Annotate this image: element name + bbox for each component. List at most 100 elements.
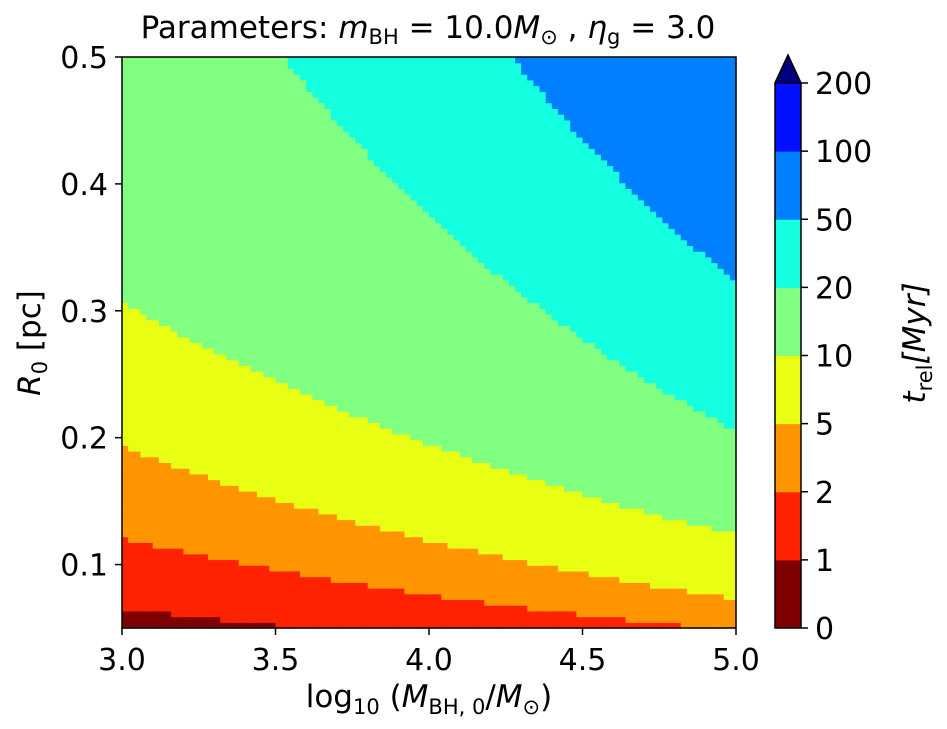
heatmap-cell bbox=[238, 336, 246, 344]
heatmap-cell bbox=[146, 79, 154, 87]
heatmap-cell bbox=[336, 622, 344, 629]
heatmap-cell bbox=[207, 262, 215, 269]
heatmap-cell bbox=[214, 136, 221, 144]
heatmap-cell bbox=[257, 108, 264, 115]
heatmap-cell bbox=[164, 422, 172, 429]
heatmap-cell bbox=[349, 519, 356, 526]
heatmap-cell bbox=[269, 245, 277, 252]
heatmap-cell bbox=[349, 119, 356, 127]
heatmap-cell bbox=[404, 565, 412, 572]
heatmap-cell bbox=[373, 302, 381, 309]
heatmap-cell bbox=[410, 450, 418, 458]
heatmap-cell bbox=[183, 279, 191, 286]
heatmap-cell bbox=[177, 353, 184, 361]
heatmap-cell bbox=[140, 262, 148, 269]
heatmap-cell bbox=[318, 433, 326, 441]
heatmap-cell bbox=[306, 399, 313, 406]
heatmap-cell bbox=[250, 605, 258, 612]
heatmap-cell bbox=[134, 176, 142, 184]
heatmap-cell bbox=[250, 456, 258, 464]
heatmap-cell bbox=[422, 582, 430, 589]
heatmap-cell bbox=[238, 216, 246, 224]
heatmap-cell bbox=[152, 565, 160, 572]
heatmap-cell bbox=[343, 376, 350, 384]
heatmap-cell bbox=[312, 131, 320, 138]
heatmap-cell bbox=[410, 605, 418, 612]
heatmap-cell bbox=[183, 131, 191, 138]
heatmap-cell bbox=[416, 496, 424, 503]
heatmap-cell bbox=[306, 331, 313, 338]
heatmap-cell bbox=[158, 308, 166, 315]
heatmap-cell bbox=[244, 542, 252, 549]
heatmap-cell bbox=[386, 519, 393, 526]
heatmap-cell bbox=[140, 102, 148, 109]
heatmap-cell bbox=[404, 245, 412, 252]
heatmap-cell bbox=[263, 588, 270, 595]
heatmap-cell bbox=[220, 610, 227, 618]
heatmap-cell bbox=[122, 416, 129, 424]
heatmap-cell bbox=[177, 308, 184, 315]
heatmap-cell bbox=[220, 473, 227, 481]
heatmap-cell bbox=[146, 222, 154, 229]
heatmap-cell bbox=[379, 376, 387, 384]
heatmap-cell bbox=[343, 85, 350, 92]
heatmap-cell bbox=[177, 182, 184, 189]
heatmap-cell bbox=[361, 302, 369, 309]
heatmap-cell bbox=[398, 119, 406, 127]
heatmap-cell bbox=[140, 159, 148, 167]
heatmap-cell bbox=[158, 490, 166, 498]
heatmap-cell bbox=[263, 439, 270, 446]
heatmap-cell bbox=[195, 428, 203, 435]
heatmap-cell bbox=[386, 85, 393, 92]
heatmap-cell bbox=[379, 348, 387, 355]
heatmap-cell bbox=[269, 216, 277, 224]
heatmap-cell bbox=[140, 530, 148, 538]
heatmap-cell bbox=[287, 285, 295, 292]
heatmap-cell bbox=[207, 291, 215, 298]
heatmap-cell bbox=[404, 296, 412, 304]
heatmap-cell bbox=[257, 142, 264, 149]
heatmap-cell bbox=[300, 588, 307, 595]
heatmap-cell bbox=[379, 119, 387, 127]
heatmap-cell bbox=[238, 342, 246, 349]
heatmap-cell bbox=[250, 565, 258, 572]
heatmap-cell bbox=[250, 273, 258, 281]
heatmap-cell bbox=[244, 125, 252, 132]
heatmap-cell bbox=[171, 239, 178, 247]
heatmap-cell bbox=[410, 108, 418, 115]
heatmap-cell bbox=[214, 222, 221, 229]
heatmap-cell bbox=[355, 74, 363, 81]
heatmap-cell bbox=[140, 542, 148, 549]
heatmap-cell bbox=[373, 296, 381, 304]
heatmap-cell bbox=[183, 416, 191, 424]
heatmap-cell bbox=[177, 599, 184, 606]
heatmap-cell bbox=[250, 468, 258, 475]
heatmap-cell bbox=[201, 582, 209, 589]
heatmap-cell bbox=[306, 262, 313, 269]
heatmap-cell bbox=[281, 336, 289, 344]
heatmap-cell bbox=[398, 154, 406, 161]
heatmap-cell bbox=[410, 353, 418, 361]
heatmap-cell bbox=[416, 422, 424, 429]
heatmap-cell bbox=[349, 313, 356, 321]
heatmap-cell bbox=[392, 348, 399, 355]
heatmap-cell bbox=[244, 211, 252, 218]
heatmap-cell bbox=[349, 411, 356, 418]
heatmap-cell bbox=[122, 576, 129, 583]
heatmap-cell bbox=[183, 622, 191, 629]
heatmap-cell bbox=[263, 553, 270, 561]
heatmap-cell bbox=[281, 548, 289, 555]
heatmap-cell bbox=[416, 165, 424, 172]
heatmap-cell bbox=[318, 450, 326, 458]
heatmap-cell bbox=[214, 296, 221, 304]
heatmap-cell bbox=[355, 371, 363, 378]
heatmap-cell bbox=[330, 445, 338, 452]
heatmap-cell bbox=[269, 302, 277, 309]
heatmap-cell bbox=[349, 490, 356, 498]
heatmap-cell bbox=[257, 273, 264, 281]
heatmap-cell bbox=[226, 605, 234, 612]
heatmap-cell bbox=[250, 342, 258, 349]
heatmap-cell bbox=[275, 502, 283, 509]
heatmap-cell bbox=[318, 262, 326, 269]
heatmap-cell bbox=[367, 165, 375, 172]
